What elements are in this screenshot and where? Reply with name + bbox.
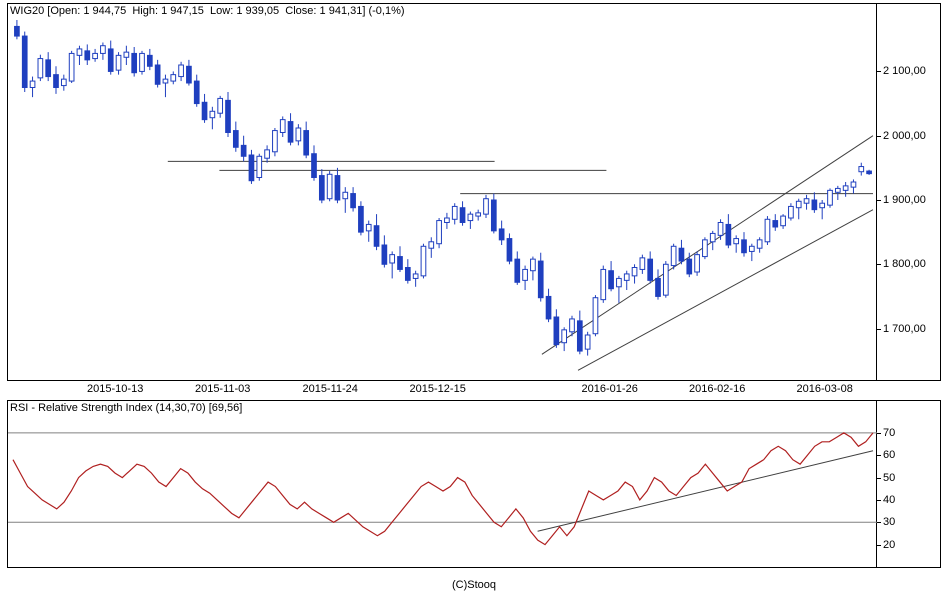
price-ytick-label: 1 900,00 (883, 194, 926, 206)
rsi-ytick-label: 20 (883, 539, 895, 551)
price-ytick-label: 2 100,00 (883, 65, 926, 77)
price-candlestick-svg (8, 4, 878, 382)
price-y-axis: 1 700,00 1 800,00 1 900,00 2 000,00 2 100,00 (877, 3, 941, 381)
rsi-ytick-label: 60 (883, 449, 895, 461)
x-tick-label: 2015-11-24 (302, 383, 357, 395)
x-tick-label: 2016-02-16 (689, 383, 745, 395)
x-tick-label: 2015-10-13 (87, 383, 143, 395)
x-tick-label: 2016-03-08 (797, 383, 853, 395)
rsi-ytick-label: 70 (883, 427, 895, 439)
x-tick-label: 2015-12-15 (410, 383, 466, 395)
rsi-ytick-label: 40 (883, 494, 895, 506)
x-tick-label: 2016-01-26 (582, 383, 638, 395)
x-axis: 2015-10-13 2015-11-03 2015-11-24 2015-12-15… (7, 381, 941, 397)
rsi-ytick-label: 30 (883, 516, 895, 528)
price-ytick-label: 2 000,00 (883, 130, 926, 142)
rsi-y-axis: 20 30 40 50 60 70 (877, 400, 941, 568)
copyright: (C)Stooq (0, 579, 948, 591)
rsi-line-svg (8, 401, 878, 569)
rsi-panel: RSI - Relative Strength Index (14,30,70)… (7, 400, 877, 568)
price-ytick-label: 1 700,00 (883, 323, 926, 335)
price-ytick-label: 1 800,00 (883, 258, 926, 270)
rsi-ytick-label: 50 (883, 472, 895, 484)
price-panel: WIG20 [Open: 1 944,75 High: 1 947,15 Low… (7, 3, 877, 381)
x-tick-label: 2015-11-03 (195, 383, 250, 395)
chart-container: WIG20 [Open: 1 944,75 High: 1 947,15 Low… (0, 0, 948, 593)
